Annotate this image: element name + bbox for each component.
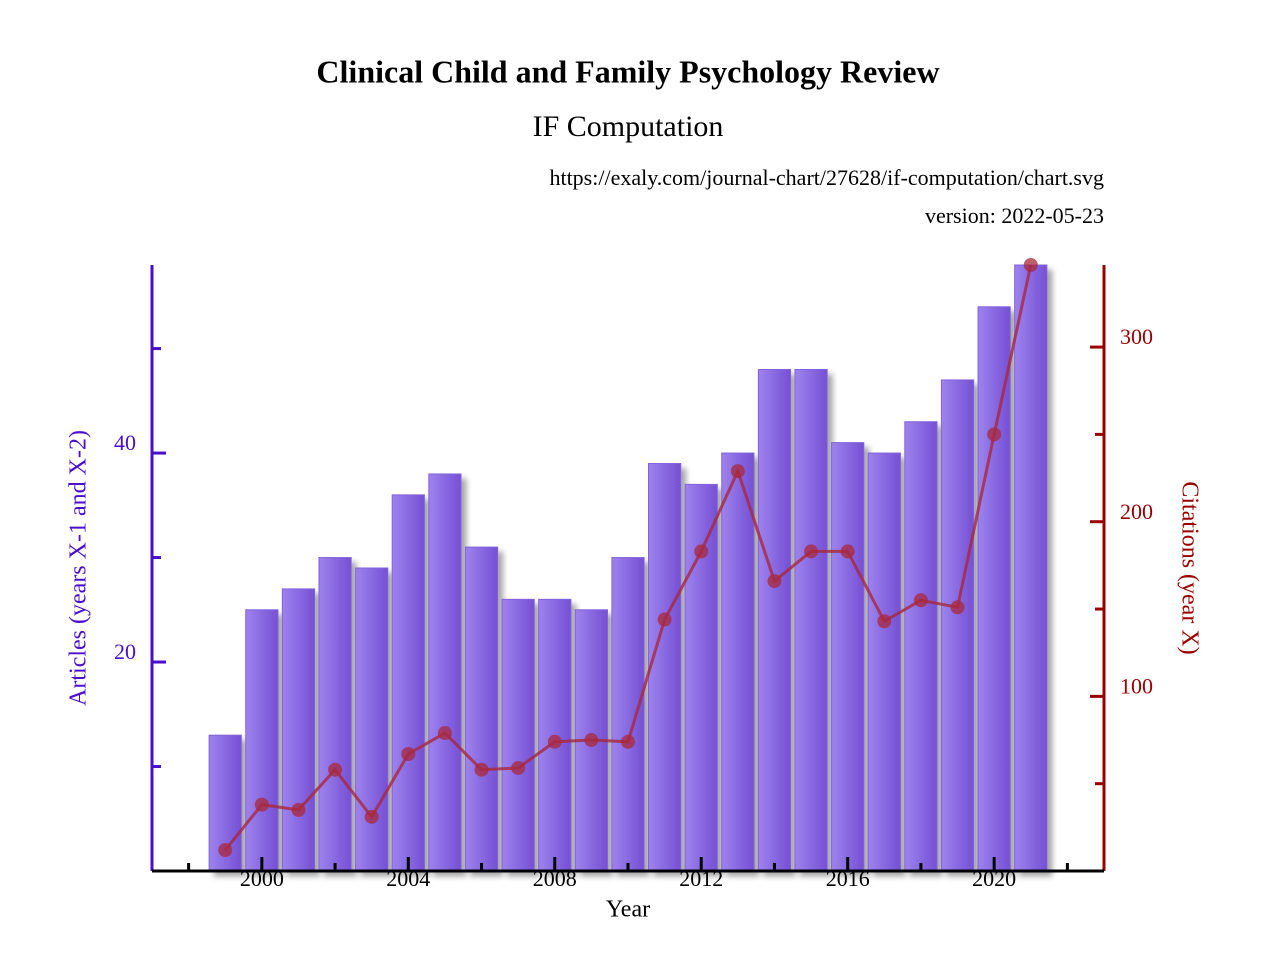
y-tick-label: 40 [114,430,136,455]
x-axis-label: Year [606,897,650,923]
bar [501,598,535,872]
y2-tick-label: 200 [1120,499,1153,524]
bar [684,483,718,872]
x-tick-label: 2020 [972,866,1016,891]
point [584,733,599,748]
bar [794,368,828,872]
y2-tick-label: 100 [1120,673,1153,698]
y-axis-label: Articles (years X-1 and X-2) [66,430,92,706]
point [437,726,452,741]
bar [355,567,389,872]
bar [867,452,901,872]
point [767,574,782,589]
bar [391,494,425,872]
x-tick-label: 2012 [679,866,723,891]
bar [245,609,279,872]
bar [977,306,1011,872]
bar [318,557,352,872]
chart-subtitle: IF Computation [533,110,724,143]
point [364,809,379,824]
chart-title: Clinical Child and Family Psychology Rev… [316,53,939,89]
bar [904,421,938,872]
chart-version: version: 2022-05-23 [925,203,1104,228]
point [730,464,745,479]
point [621,734,635,749]
x-tick-label: 2016 [826,866,870,891]
chart-url: https://exaly.com/journal-chart/27628/if… [549,165,1104,190]
y2-axis-label: Citations (year X) [1176,481,1202,654]
bar [757,368,792,872]
y2-tick-label: 300 [1120,324,1153,349]
bar [611,557,645,872]
bar [648,463,682,872]
bar [1014,264,1048,872]
point [840,544,855,559]
point [804,544,819,559]
point [328,762,343,777]
point [694,544,709,559]
point [511,760,526,775]
point [877,614,892,629]
x-tick-label: 2008 [533,866,577,891]
plot-area: 20 40 100 200 300 2000 2004 2008 2012 2016 2020 [114,258,1153,891]
bar [464,546,499,872]
y-tick-label: 20 [114,639,136,664]
bar [428,473,462,872]
point [254,797,269,812]
point [987,427,1002,442]
bar [281,588,316,872]
x-tick-label: 2000 [240,866,284,891]
bar [940,379,975,872]
point [950,600,965,615]
point [291,802,306,817]
point [474,762,489,777]
x-tick-label: 2004 [386,866,430,891]
point [913,593,928,608]
point [401,746,416,761]
point [547,734,562,749]
bar [721,452,755,872]
point [1023,258,1038,272]
point [657,612,672,627]
point [218,843,233,858]
bar [831,442,865,872]
